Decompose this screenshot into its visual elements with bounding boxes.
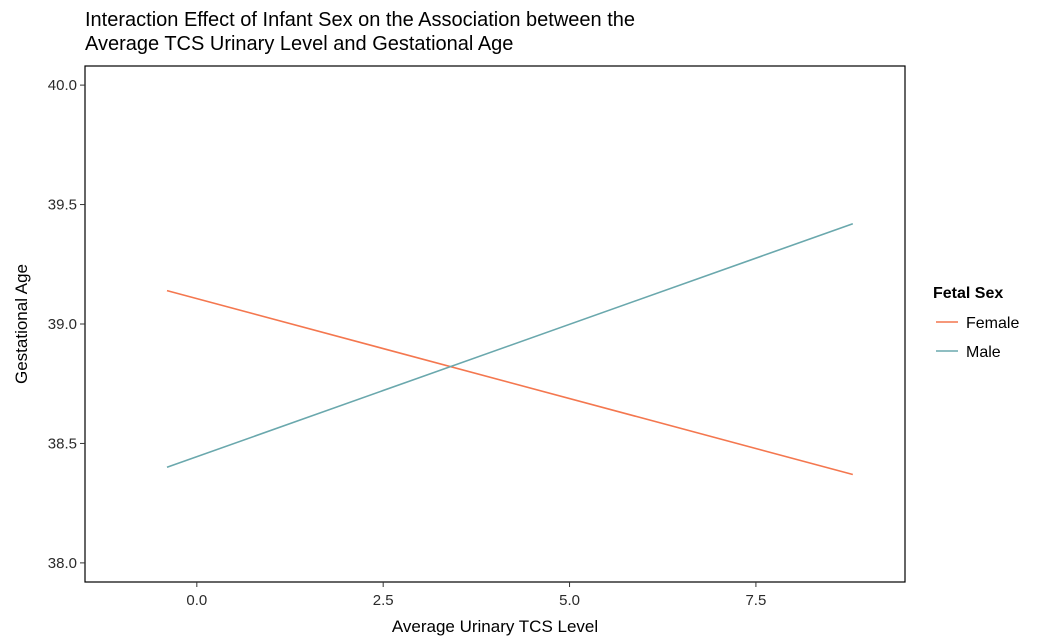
x-tick-label: 0.0 (186, 592, 207, 609)
x-tick-label: 5.0 (559, 592, 580, 609)
y-tick-label: 38.5 (48, 435, 77, 452)
y-tick-label: 40.0 (48, 77, 77, 94)
x-tick-label: 7.5 (745, 592, 766, 609)
legend-title: Fetal Sex (933, 285, 1003, 302)
x-axis: 0.0 2.5 5.0 7.5 (186, 582, 766, 609)
y-axis-title: Gestational Age (12, 264, 31, 384)
y-axis: 38.0 38.5 39.0 39.5 40.0 (48, 77, 85, 572)
x-tick-label: 2.5 (373, 592, 394, 609)
chart-title-line-2: Average TCS Urinary Level and Gestationa… (85, 33, 514, 55)
legend-label-female: Female (966, 315, 1019, 332)
legend-label-male: Male (966, 344, 1001, 361)
y-tick-label: 39.0 (48, 316, 77, 333)
chart-title-line-1: Interaction Effect of Infant Sex on the … (85, 9, 635, 31)
series-line-female (166, 289, 854, 476)
legend: Fetal Sex Female Male (933, 285, 1019, 361)
y-tick-label: 38.0 (48, 555, 77, 572)
plot-panel (84, 65, 906, 583)
y-tick-label: 39.5 (48, 197, 77, 214)
series-line-male (166, 222, 854, 469)
series-layer (166, 222, 854, 476)
x-axis-title: Average Urinary TCS Level (392, 617, 598, 636)
